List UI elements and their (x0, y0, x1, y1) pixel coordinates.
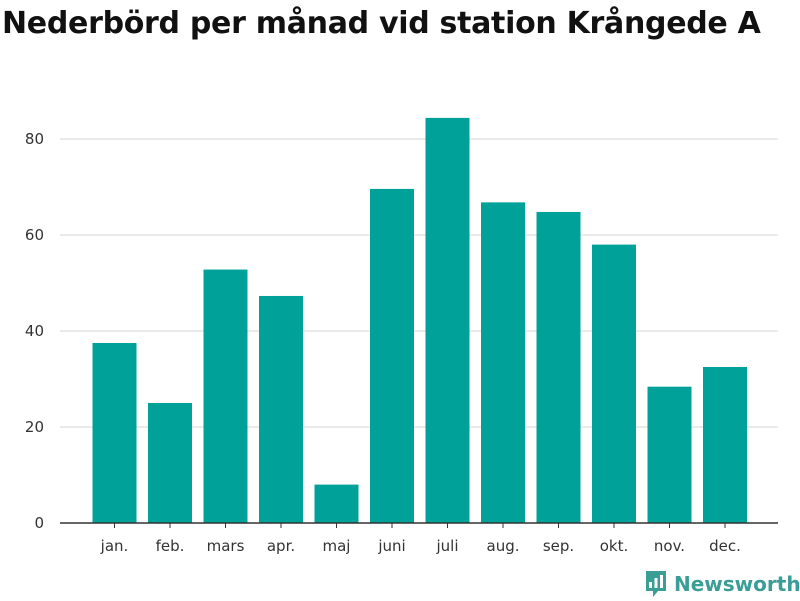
x-tick-labels: jan. feb. mars apr. maj juni juli aug. sep. okt. n… (100, 537, 741, 555)
x-tick-label: sep. (543, 537, 574, 555)
x-tick-label: feb. (156, 537, 185, 555)
newsworthy-logo-icon (646, 571, 666, 597)
y-tick-label: 60 (25, 226, 44, 244)
bar (370, 188, 414, 524)
bar (592, 244, 636, 523)
bars (92, 117, 747, 524)
x-tick-label: mars (207, 537, 245, 555)
y-tick-label: 80 (25, 130, 44, 148)
y-tick-labels: 0 20 40 60 80 (25, 130, 44, 532)
bar (259, 295, 303, 523)
bar (647, 386, 692, 523)
bar (481, 202, 525, 524)
bar (425, 117, 470, 523)
bar (148, 403, 192, 523)
x-tick-label: apr. (267, 537, 295, 555)
x-tick-label: juli (435, 537, 458, 555)
brand-logo: Newsworthy (644, 567, 800, 601)
axes (60, 522, 778, 528)
x-tick-label: dec. (709, 537, 741, 555)
chart-title: Nederbörd per månad vid station Krångede… (2, 6, 761, 41)
gridlines (60, 138, 778, 428)
bar (203, 269, 248, 523)
bar (314, 484, 359, 523)
bar (536, 211, 581, 523)
x-tick-label: okt. (600, 537, 629, 555)
bar (92, 343, 137, 523)
x-tick-label: jan. (100, 537, 129, 555)
x-tick-label: aug. (487, 537, 520, 555)
y-tick-label: 40 (25, 322, 44, 340)
y-tick-label: 20 (25, 418, 44, 436)
bar (703, 367, 747, 523)
x-tick-label: juni (377, 537, 405, 555)
x-tick-label: nov. (654, 537, 685, 555)
x-tick-label: maj (323, 537, 351, 555)
brand-name: Newsworthy (674, 572, 800, 596)
y-tick-label: 0 (34, 514, 44, 532)
